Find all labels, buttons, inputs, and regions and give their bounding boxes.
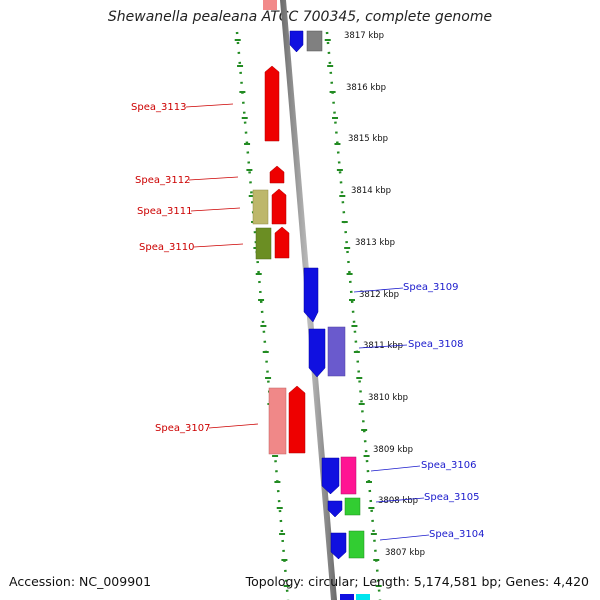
- leader-spea-3109: [353, 287, 404, 293]
- leader-spea-3106: [370, 465, 421, 472]
- kbp-label-3814: 3814 kbp: [351, 186, 391, 196]
- kbp-label-3811: 3811 kbp: [363, 341, 403, 351]
- kbp-label-3812: 3812 kbp: [359, 290, 399, 300]
- genome-title: Shewanella pealeana ATCC 700345, complet…: [107, 9, 493, 25]
- gene-top-partial[interactable]: [263, 0, 277, 10]
- gene-spea-3106[interactable]: [340, 456, 357, 495]
- gene-spea-3113[interactable]: [264, 65, 280, 142]
- leader-spea-3104: [379, 534, 430, 541]
- gene-spea-3110[interactable]: [274, 226, 290, 259]
- leader-spea-3107: [208, 423, 259, 429]
- leader-spea-3108: [358, 344, 408, 349]
- leader-spea-3105: [375, 497, 425, 503]
- genome-stats: Topology: circular; Length: 5,174,581 bp…: [245, 574, 589, 589]
- gene-spea-3112[interactable]: [269, 165, 285, 184]
- label-spea-3110[interactable]: Spea_3110: [139, 242, 194, 253]
- gene-spea-3109[interactable]: [303, 267, 319, 323]
- gene-spea-3108[interactable]: [327, 326, 346, 377]
- label-spea-3106[interactable]: Spea_3106: [421, 460, 476, 471]
- gene-spea-3107-a[interactable]: [268, 387, 287, 455]
- label-spea-3108[interactable]: Spea_3108: [408, 339, 463, 350]
- gene-top-blue[interactable]: [289, 30, 304, 53]
- label-spea-3113[interactable]: Spea_3113: [131, 102, 186, 113]
- kbp-label-3809: 3809 kbp: [373, 445, 413, 455]
- gene-spea-3111-a[interactable]: [252, 189, 269, 225]
- kbp-label-3816: 3816 kbp: [346, 83, 386, 93]
- gene-top-gray[interactable]: [306, 30, 323, 52]
- gene-spea-3105-a[interactable]: [327, 500, 343, 518]
- accession-text: Accession: NC_009901: [9, 574, 152, 589]
- gene-spea-3104-a[interactable]: [330, 532, 347, 560]
- gene-spea-3108-a[interactable]: [308, 328, 326, 378]
- leader-spea-3111: [190, 207, 241, 212]
- gene-spea-3106-a[interactable]: [321, 457, 340, 495]
- gene-spea-3107[interactable]: [288, 385, 306, 454]
- label-spea-3112[interactable]: Spea_3112: [135, 175, 190, 186]
- gene-spea-3104[interactable]: [348, 530, 365, 559]
- leader-spea-3113: [185, 103, 234, 108]
- gene-bottom-blue[interactable]: [340, 594, 354, 600]
- gene-spea-3111[interactable]: [271, 188, 287, 225]
- label-spea-3105[interactable]: Spea_3105: [424, 492, 479, 503]
- kbp-label-3810: 3810 kbp: [368, 393, 408, 403]
- gene-spea-3110-a[interactable]: [255, 227, 272, 260]
- gene-bottom-cyan[interactable]: [356, 594, 370, 600]
- kbp-label-3815: 3815 kbp: [348, 134, 388, 144]
- major-ticks: [234, 39, 382, 587]
- label-spea-3107[interactable]: Spea_3107: [155, 423, 210, 434]
- kbp-label-3817: 3817 kbp: [344, 31, 384, 41]
- label-spea-3104[interactable]: Spea_3104: [429, 529, 484, 540]
- leader-spea-3110: [193, 243, 244, 248]
- kbp-label-3808: 3808 kbp: [378, 496, 418, 506]
- kbp-label-3813: 3813 kbp: [355, 238, 395, 248]
- gene-spea-3105[interactable]: [344, 497, 361, 516]
- label-spea-3111[interactable]: Spea_3111: [137, 206, 192, 217]
- kbp-label-3807: 3807 kbp: [385, 548, 425, 558]
- label-spea-3109[interactable]: Spea_3109: [403, 282, 458, 293]
- leader-spea-3112: [188, 176, 239, 181]
